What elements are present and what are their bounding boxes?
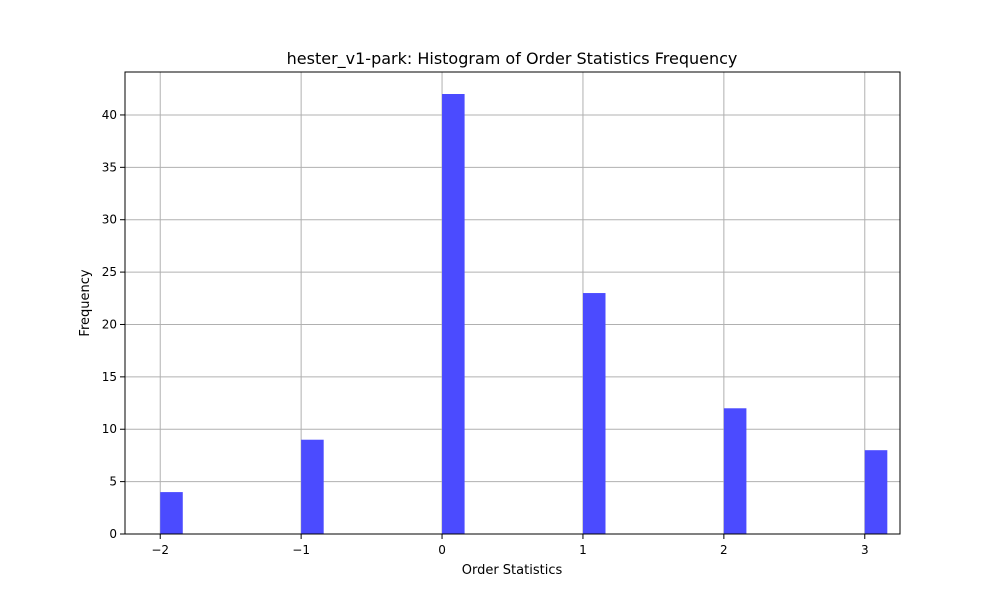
bars (160, 94, 888, 534)
y-tick-label: 35 (102, 160, 117, 174)
chart-title: hester_v1-park: Histogram of Order Stati… (287, 49, 738, 69)
y-tick-label: 5 (109, 475, 117, 489)
y-tick-label: 30 (102, 213, 117, 227)
x-tick-label: −2 (151, 543, 169, 557)
x-tick-label: 1 (579, 543, 587, 557)
y-tick-label: 40 (102, 108, 117, 122)
y-tick-label: 20 (102, 317, 117, 331)
histogram-bar (301, 439, 324, 534)
grid-lines (125, 72, 900, 535)
x-axis-label: Order Statistics (462, 563, 563, 578)
x-tick-label: 2 (720, 543, 728, 557)
x-tick-label: 0 (438, 543, 446, 557)
histogram-bar (723, 408, 747, 534)
y-tick-label: 0 (109, 527, 117, 541)
histogram-bar (442, 94, 465, 534)
histogram-bar (160, 492, 183, 534)
y-tick-label: 25 (102, 265, 117, 279)
plot-area-frame (124, 71, 901, 535)
y-tick-label: 15 (102, 370, 117, 384)
histogram-bar (864, 450, 888, 534)
x-tick-label: −1 (292, 543, 310, 557)
histogram-bar (582, 293, 606, 534)
x-tick-label: 3 (861, 543, 869, 557)
y-tick-label: 10 (102, 422, 117, 436)
y-axis-label: Frequency (78, 269, 93, 336)
